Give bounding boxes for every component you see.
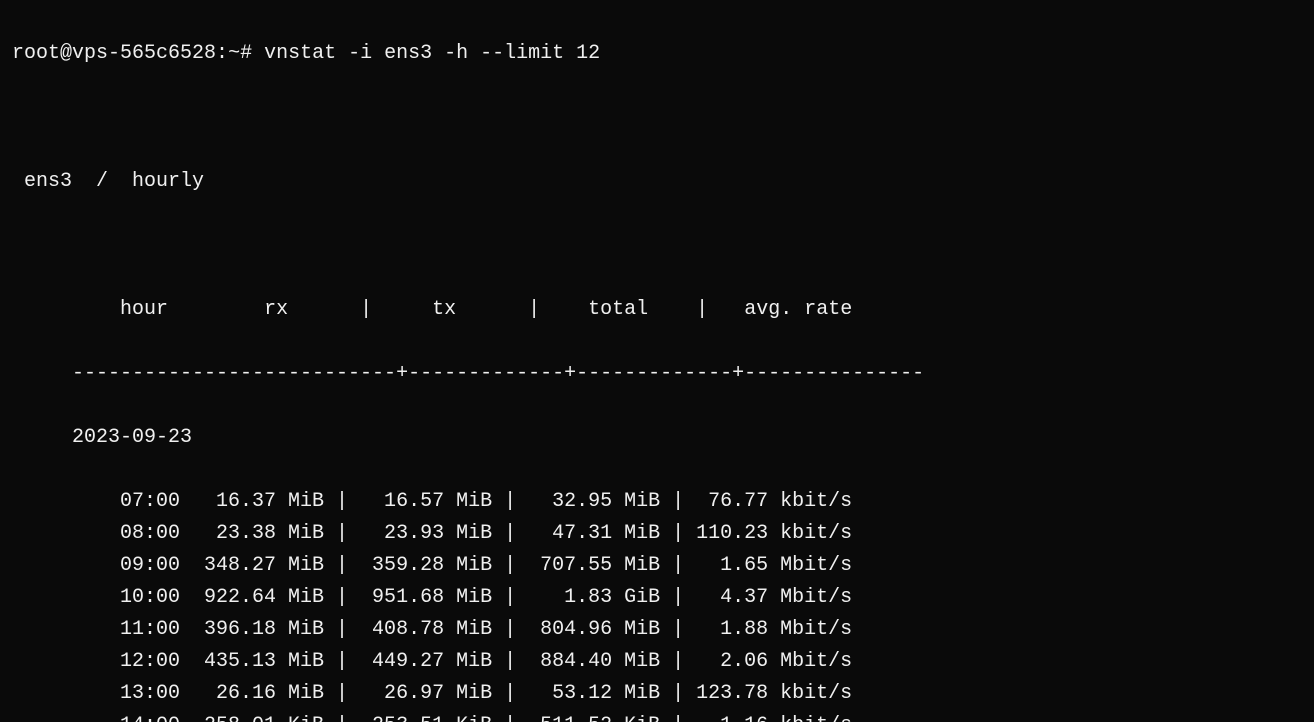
prompt-symbol: # (240, 42, 252, 65)
date-value: 2023-09-23 (72, 426, 192, 449)
col-avg-rate: avg. rate (744, 298, 852, 321)
prompt-cwd: ~ (228, 42, 240, 65)
table-row: 12:00 435.13 MiB | 449.27 MiB | 884.40 M… (12, 646, 1304, 678)
date-line: 2023-09-23 (12, 422, 1304, 454)
col-total: total (588, 298, 648, 321)
table-row: 08:00 23.38 MiB | 23.93 MiB | 47.31 MiB … (12, 518, 1304, 550)
command-text: vnstat -i ens3 -h --limit 12 (264, 42, 600, 65)
interface-name: ens3 (24, 170, 72, 193)
table-row: 10:00 922.64 MiB | 951.68 MiB | 1.83 GiB… (12, 582, 1304, 614)
table-header-row: hour rx | tx | total | avg. rate (12, 294, 1304, 326)
table-row: 13:00 26.16 MiB | 26.97 MiB | 53.12 MiB … (12, 678, 1304, 710)
prompt-user-host: root@vps-565c6528 (12, 42, 216, 65)
table-row: 09:00 348.27 MiB | 359.28 MiB | 707.55 M… (12, 550, 1304, 582)
mode-label: hourly (132, 170, 204, 193)
table-row: 14:00 258.01 KiB | 253.51 KiB | 511.52 K… (12, 710, 1304, 722)
col-tx: tx (432, 298, 456, 321)
separator-top: ---------------------------+------------… (12, 358, 1304, 390)
table-row: 07:00 16.37 MiB | 16.57 MiB | 32.95 MiB … (12, 486, 1304, 518)
table-body: 07:00 16.37 MiB | 16.57 MiB | 32.95 MiB … (12, 486, 1304, 722)
prompt-line: root@vps-565c6528:~# vnstat -i ens3 -h -… (12, 38, 1304, 70)
col-rx: rx (264, 298, 288, 321)
col-hour: hour (120, 298, 168, 321)
blank-line (12, 102, 1304, 134)
blank-line-2 (12, 230, 1304, 262)
interface-mode-line: ens3 / hourly (12, 166, 1304, 198)
table-row: 11:00 396.18 MiB | 408.78 MiB | 804.96 M… (12, 614, 1304, 646)
terminal[interactable]: root@vps-565c6528:~# vnstat -i ens3 -h -… (0, 0, 1314, 722)
